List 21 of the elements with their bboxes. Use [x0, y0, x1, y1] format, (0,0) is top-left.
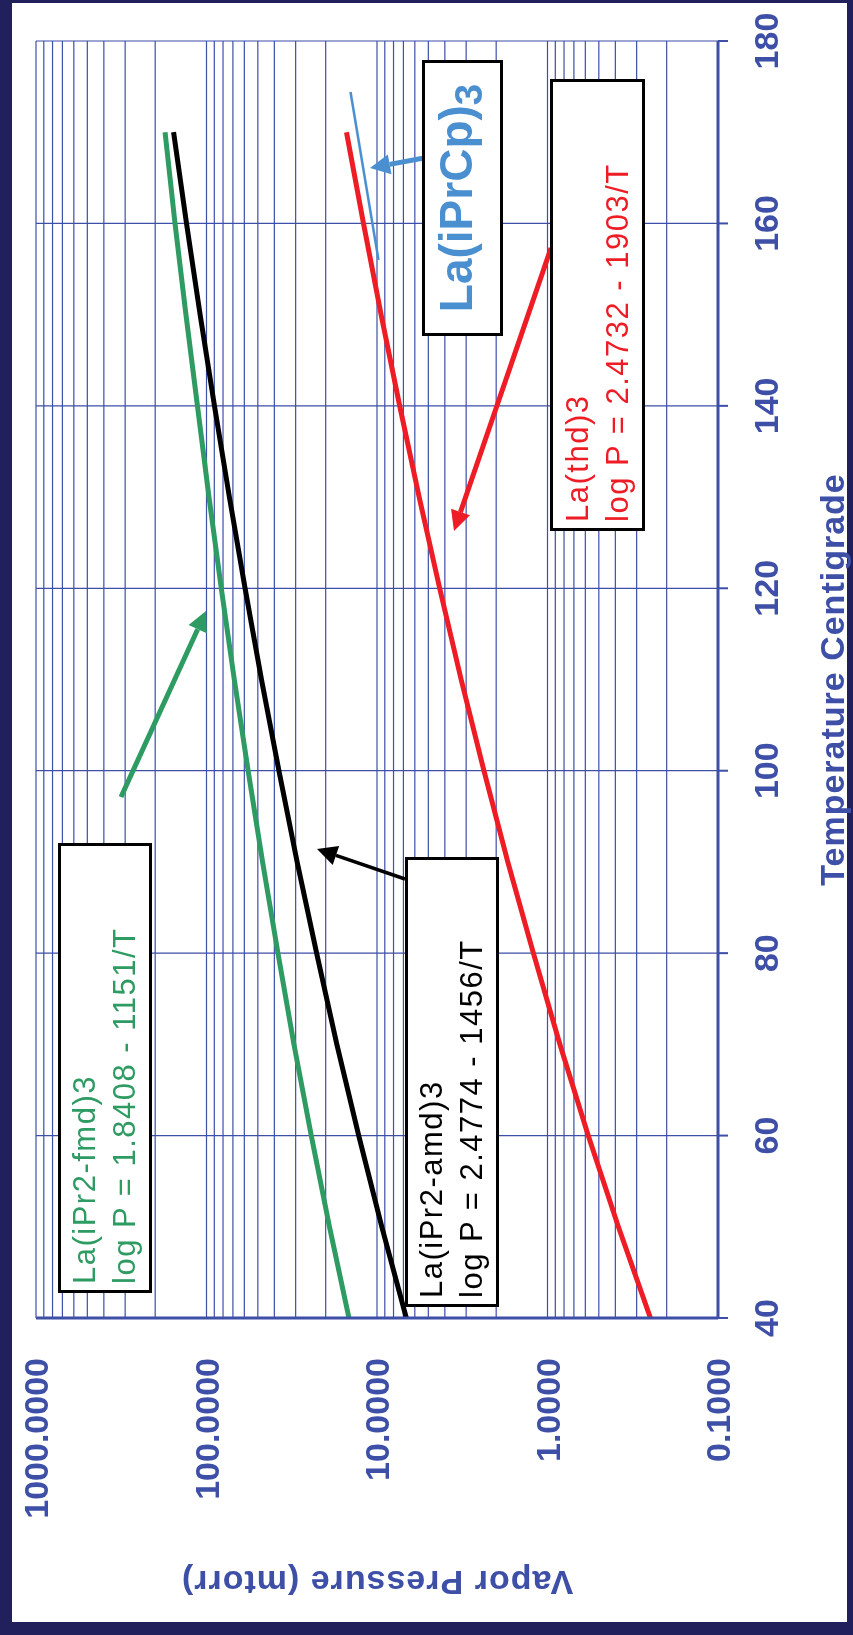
y-tick-label: 100: [747, 742, 785, 800]
y-tick-label: 120: [747, 559, 785, 617]
x-tick-label: 10.0000: [358, 1358, 396, 1481]
label-box: La(thd)3 log P = 2.4732 - 1903/T: [550, 79, 645, 531]
x-tick-label: 1.0000: [528, 1358, 567, 1462]
x-tick-label: 1000.0000: [17, 1358, 55, 1519]
annotation: log P = 2.4774 - 1456/T: [453, 939, 490, 1298]
y-tick-label: 40: [747, 1299, 785, 1337]
label-box: La(iPr2-amd)3 log P = 2.4774 - 1456/T: [405, 857, 499, 1307]
annotation: log P = 1.8408 - 1151/T: [106, 927, 143, 1284]
x-axis-title: Vapor Pressure (mtorr): [180, 1564, 574, 1602]
annotation: log P = 2.4732 - 1903/T: [598, 163, 636, 522]
y-tick-label: 160: [747, 195, 785, 252]
y-tick-label: 180: [747, 12, 785, 70]
y-tick-label: 80: [747, 934, 785, 973]
x-tick-label: 100.0000: [187, 1358, 226, 1500]
y-tick-label: 60: [747, 1116, 785, 1155]
y-tick-label: 140: [747, 377, 785, 435]
label-box: La(iPr2-fmd)3 log P = 1.8408 - 1151/T: [58, 843, 152, 1293]
y-axis-title: Temperature Centigrade: [813, 473, 851, 886]
x-tick-label: 0.1000: [699, 1358, 737, 1462]
